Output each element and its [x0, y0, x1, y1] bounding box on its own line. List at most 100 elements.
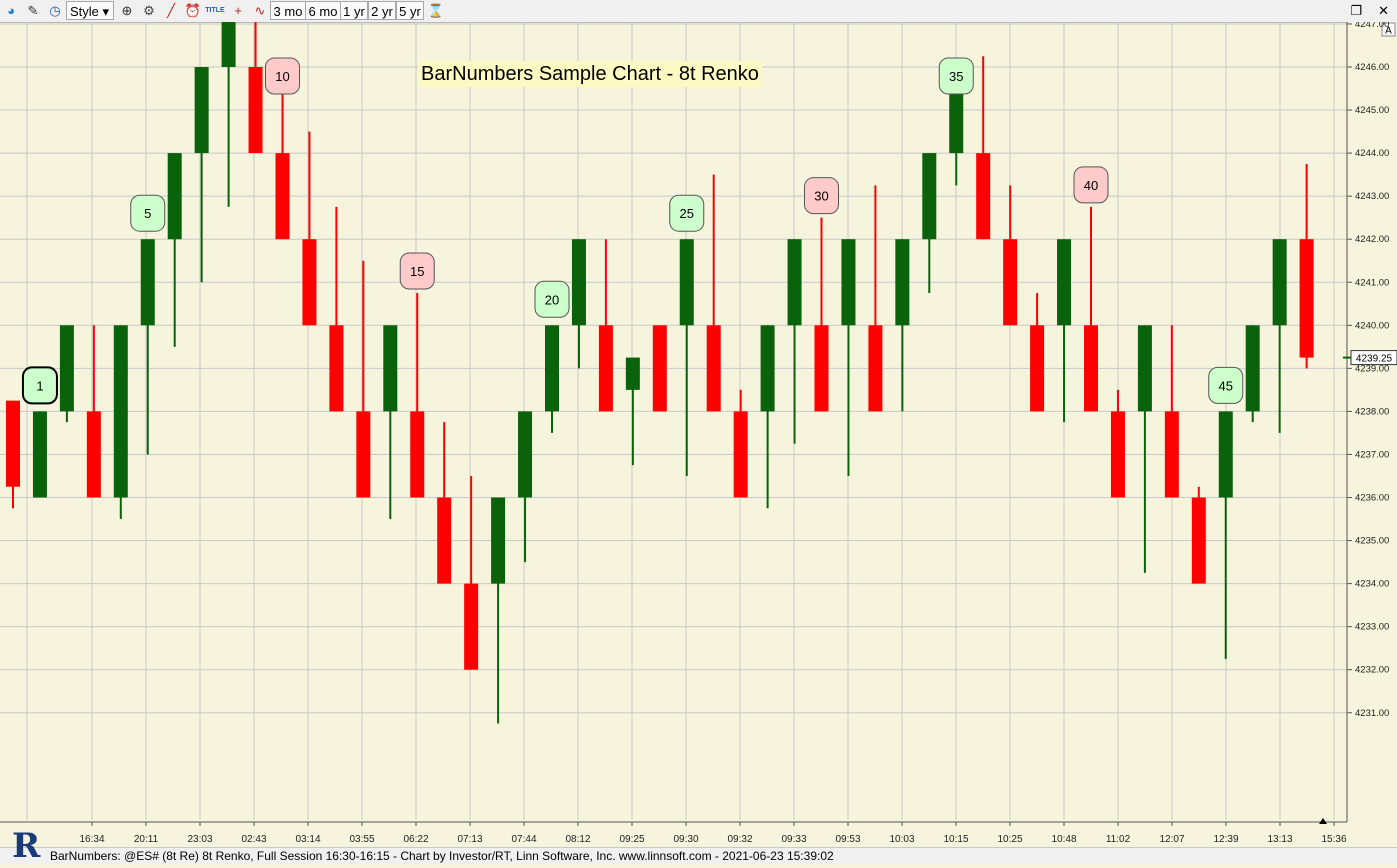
candle-body — [113, 325, 128, 498]
scroll-marker-icon — [1319, 818, 1327, 824]
x-tick-label: 12:07 — [1159, 834, 1184, 845]
y-tick-label: 4238.00 — [1355, 406, 1389, 417]
candle-body — [760, 325, 775, 412]
bar-number-label: 35 — [949, 69, 963, 84]
candle-body — [1245, 325, 1260, 412]
x-tick-label: 13:13 — [1267, 834, 1292, 845]
candle-body — [275, 153, 290, 240]
bar-number-label: 20 — [545, 292, 559, 307]
candle-body — [410, 411, 425, 498]
x-tick-label: 09:53 — [835, 834, 860, 845]
restore-window-icon[interactable]: ❐ — [1350, 3, 1363, 18]
candle-body — [518, 411, 533, 498]
candle-body — [706, 325, 721, 412]
clock-icon[interactable]: ◷ — [49, 3, 61, 18]
candle-body — [814, 325, 829, 412]
y-tick-label: 4240.00 — [1355, 320, 1389, 331]
crosshair-icon[interactable]: + — [234, 3, 242, 18]
status-text: BarNumbers: @ES# (8t Re) 8t Renko, Full … — [50, 849, 834, 863]
range-6mo-button[interactable]: 6 mo — [305, 1, 341, 20]
y-tick-label: 4247.00 — [1355, 22, 1389, 30]
last-price-label: 4239.25 — [1356, 354, 1393, 365]
candle-body — [356, 411, 371, 498]
style-dropdown[interactable]: Style ▾ — [66, 1, 114, 20]
trendline-icon[interactable]: ╱ — [167, 3, 175, 18]
x-tick-label: 11:02 — [1106, 834, 1131, 845]
wave-icon[interactable]: ∿ — [254, 3, 266, 18]
title-icon[interactable]: TITLE — [205, 7, 225, 14]
x-tick-label: 10:25 — [997, 834, 1022, 845]
bar-number-box — [1073, 166, 1109, 204]
x-tick-label: 23:03 — [187, 834, 212, 845]
candle-body — [625, 357, 640, 390]
gear-icon[interactable]: ⚙ — [143, 3, 155, 18]
last-price-box — [1350, 350, 1397, 366]
candle-body — [787, 239, 802, 326]
bar-number-box — [1208, 366, 1244, 404]
y-tick-label: 4242.00 — [1355, 234, 1389, 245]
candle-body — [1030, 325, 1045, 412]
candle-body — [1191, 497, 1206, 584]
candle-body — [652, 325, 667, 412]
candle-body — [86, 411, 101, 498]
bar-number-label: 1 — [36, 378, 43, 393]
candle-body — [248, 67, 263, 154]
y-tick-label: 4243.00 — [1355, 191, 1389, 202]
pie-icon[interactable]: ◕ — [7, 3, 15, 18]
pencil-icon[interactable]: ✎ — [27, 3, 39, 18]
candle-body — [1272, 239, 1287, 326]
range-5yr-button[interactable]: 5 yr — [396, 1, 424, 20]
toolbar: ◕ ✎ ◷ Style ▾ ⊕ ⚙ ╱ ⏰ TITLE + ∿ 3 mo 6 mo 1 yr 2 yr 5 y… — [0, 0, 1397, 23]
range-2yr-button[interactable]: 2 yr — [368, 1, 396, 20]
bar-number-label: 10 — [275, 69, 289, 84]
candle-body — [59, 325, 74, 412]
zoom-icon[interactable]: ⊕ — [121, 3, 133, 18]
y-tick-label: 4237.00 — [1355, 449, 1389, 460]
bar-number-label: 25 — [680, 206, 694, 221]
price-axis-panel — [1347, 22, 1397, 847]
candle-body — [221, 22, 236, 67]
y-tick-label: 4235.00 — [1355, 536, 1389, 547]
x-tick-label: 07:13 — [457, 834, 482, 845]
chart-title: BarNumbers Sample Chart - 8t Renko — [418, 61, 762, 87]
price-chart[interactable]: A 4231.00 4232.00 4233.00 4234.00 4235.00 4236… — [0, 22, 1397, 847]
hourglass-icon[interactable]: ⌛ — [427, 3, 445, 18]
y-tick-label: 4233.00 — [1355, 622, 1389, 633]
candle-body — [1084, 325, 1098, 412]
candle-body — [976, 153, 991, 240]
alarm-icon[interactable]: ⏰ — [184, 3, 202, 18]
x-tick-label: 02:43 — [241, 834, 266, 845]
x-tick-label: 03:55 — [349, 834, 374, 845]
bar-number-box — [804, 177, 839, 215]
x-tick-label: 09:25 — [619, 834, 644, 845]
candle-body — [329, 325, 344, 412]
range-3mo-button[interactable]: 3 mo — [270, 1, 306, 20]
auto-scale-label: A — [1385, 26, 1392, 37]
y-tick-label: 4241.00 — [1355, 277, 1389, 288]
bar-number-label: 40 — [1084, 178, 1098, 193]
bar-number-label: 5 — [144, 206, 151, 221]
candle-body — [1110, 411, 1125, 498]
candle-body — [1164, 411, 1179, 498]
bar-number-box — [399, 252, 435, 290]
svg-text:R: R — [12, 826, 41, 863]
range-1yr-button[interactable]: 1 yr — [340, 1, 368, 20]
candle-body — [895, 239, 910, 326]
time-axis-panel — [0, 822, 1347, 847]
linn-logo: R — [4, 823, 48, 866]
candle-body — [1003, 239, 1018, 326]
window-controls: ❐ ✕ — [1334, 2, 1389, 20]
candle-body — [32, 411, 47, 498]
x-tick-label: 08:12 — [565, 834, 590, 845]
y-tick-label: 4236.00 — [1355, 493, 1389, 504]
bar-number-box — [669, 194, 705, 232]
x-tick-label: 15:36 — [1321, 834, 1346, 845]
candle-body — [194, 67, 209, 154]
candle-body — [1057, 239, 1072, 326]
close-window-icon[interactable]: ✕ — [1378, 3, 1389, 18]
x-tick-label: 09:32 — [727, 834, 752, 845]
bar-number-label: 15 — [410, 264, 424, 279]
candle-body — [868, 325, 883, 412]
y-tick-label: 4244.00 — [1355, 148, 1389, 159]
candle-body — [1218, 411, 1233, 498]
